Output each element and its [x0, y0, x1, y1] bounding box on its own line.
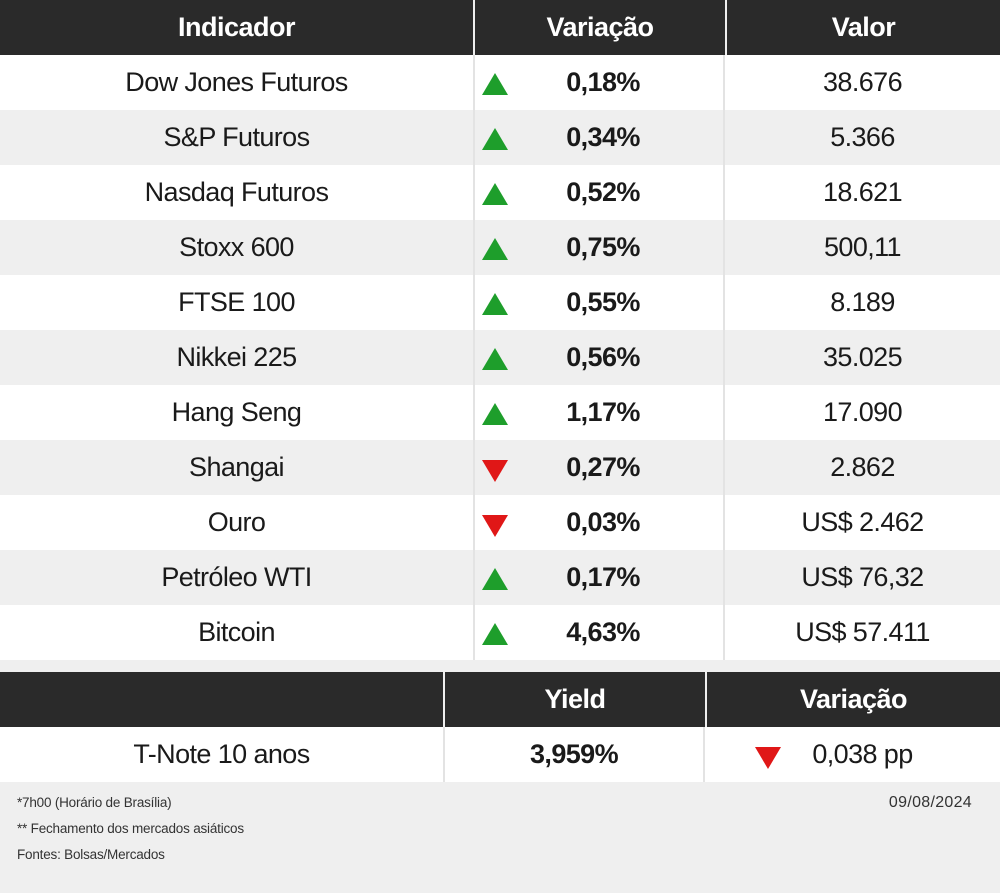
indicador-name: Dow Jones Futuros — [125, 67, 348, 97]
table-row: Dow Jones Futuros 0,18% 38.676 — [0, 55, 1000, 110]
table-row: Hang Seng 1,17% 17.090 — [0, 385, 1000, 440]
triangle-down-icon — [482, 459, 508, 482]
variacao-cell: 4,63% — [473, 605, 725, 660]
triangle-up-icon — [482, 347, 508, 370]
indicador-name: Ouro — [207, 507, 266, 537]
valor-value: 35.025 — [823, 342, 903, 372]
header-bond-variacao: Variação — [705, 672, 1000, 727]
valor-value: 2.862 — [830, 452, 895, 482]
report-date: 09/08/2024 — [888, 794, 972, 811]
valor-value: US$ 2.462 — [801, 507, 924, 537]
triangle-down-icon — [755, 746, 781, 769]
indicador-name: Nasdaq Futuros — [144, 177, 329, 207]
header-indicador: Indicador — [177, 12, 296, 42]
indicador-name: Stoxx 600 — [179, 232, 294, 262]
bond-table-header: Yield Variação — [0, 672, 1000, 727]
triangle-down-icon — [482, 514, 508, 537]
triangle-up-icon — [482, 402, 508, 425]
variacao-value: 0,52% — [566, 177, 640, 207]
variacao-value: 0,75% — [566, 232, 640, 262]
valor-value: 18.621 — [823, 177, 903, 207]
variacao-value: 4,63% — [566, 617, 640, 647]
valor-value: US$ 76,32 — [801, 562, 924, 592]
triangle-up-icon — [482, 567, 508, 590]
table-row: Nasdaq Futuros 0,52% 18.621 — [0, 165, 1000, 220]
variacao-value: 0,55% — [566, 287, 640, 317]
variacao-value: 0,18% — [566, 67, 640, 97]
variacao-value: 0,17% — [566, 562, 640, 592]
table-row: Petróleo WTI 0,17% US$ 76,32 — [0, 550, 1000, 605]
triangle-up-icon — [482, 237, 508, 260]
variacao-value: 0,27% — [566, 452, 640, 482]
variacao-cell: 1,17% — [473, 385, 725, 440]
table-row: Shangai 0,27% 2.862 — [0, 440, 1000, 495]
triangle-up-icon — [482, 182, 508, 205]
variacao-cell: 0,03% — [473, 495, 725, 550]
table-row: Stoxx 600 0,75% 500,11 — [0, 220, 1000, 275]
variacao-cell: 0,52% — [473, 165, 725, 220]
triangle-up-icon — [482, 622, 508, 645]
valor-value: 500,11 — [824, 232, 902, 262]
variacao-value: 0,34% — [566, 122, 640, 152]
header-yield: Yield — [443, 672, 705, 727]
triangle-up-icon — [482, 127, 508, 150]
variacao-cell: 0,34% — [473, 110, 725, 165]
header-variacao: Variação — [473, 0, 725, 55]
table-row: Bitcoin 4,63% US$ 57.411 — [0, 605, 1000, 660]
indicador-name: FTSE 100 — [178, 287, 295, 317]
variacao-cell: 0,18% — [473, 55, 725, 110]
triangle-up-icon — [482, 72, 508, 95]
valor-value: 17.090 — [823, 397, 903, 427]
footnotes: *7h00 (Horário de Brasília) ** Fechament… — [17, 790, 244, 868]
indicador-name: Nikkei 225 — [176, 342, 297, 372]
variacao-cell: 0,17% — [473, 550, 725, 605]
variacao-cell: 0,56% — [473, 330, 725, 385]
table-row: T-Note 10 anos 3,959% 0,038 pp — [0, 727, 1000, 782]
table-row: Ouro 0,03% US$ 2.462 — [0, 495, 1000, 550]
valor-value: 5.366 — [830, 122, 895, 152]
variacao-value: 0,56% — [566, 342, 640, 372]
variacao-value: 1,17% — [566, 397, 640, 427]
bond-yield: 3,959% — [443, 727, 705, 782]
footnote-asian-markets: ** Fechamento dos mercados asiáticos — [17, 821, 244, 836]
variacao-cell: 0,75% — [473, 220, 725, 275]
indicador-name: S&P Futuros — [163, 122, 311, 152]
table-row: S&P Futuros 0,34% 5.366 — [0, 110, 1000, 165]
valor-value: US$ 57.411 — [795, 617, 930, 647]
header-valor: Valor — [725, 0, 1000, 55]
triangle-up-icon — [482, 292, 508, 315]
table-row: FTSE 100 0,55% 8.189 — [0, 275, 1000, 330]
market-indicators-table: Indicador Variação Valor Dow Jones Futur… — [0, 0, 1000, 660]
variacao-cell: 0,55% — [473, 275, 725, 330]
variacao-value: 0,03% — [566, 507, 640, 537]
valor-value: 8.189 — [830, 287, 895, 317]
footnote-time: *7h00 (Horário de Brasília) — [17, 795, 172, 810]
footnote-sources: Fontes: Bolsas/Mercados — [17, 847, 165, 862]
indicador-name: Shangai — [189, 452, 284, 482]
table-header: Indicador Variação Valor — [0, 0, 1000, 55]
indicador-name: Petróleo WTI — [161, 562, 312, 592]
bond-name: T-Note 10 anos — [133, 739, 310, 769]
bond-variacao-cell: 0,038 pp — [705, 727, 1000, 782]
header-blank — [0, 672, 443, 727]
indicador-name: Bitcoin — [198, 617, 275, 647]
valor-value: 38.676 — [823, 67, 903, 97]
bond-yield-table: Yield Variação T-Note 10 anos 3,959% 0,0… — [0, 672, 1000, 782]
indicador-name: Hang Seng — [171, 397, 302, 427]
table-row: Nikkei 225 0,56% 35.025 — [0, 330, 1000, 385]
bond-variacao: 0,038 pp — [812, 739, 913, 769]
variacao-cell: 0,27% — [473, 440, 725, 495]
